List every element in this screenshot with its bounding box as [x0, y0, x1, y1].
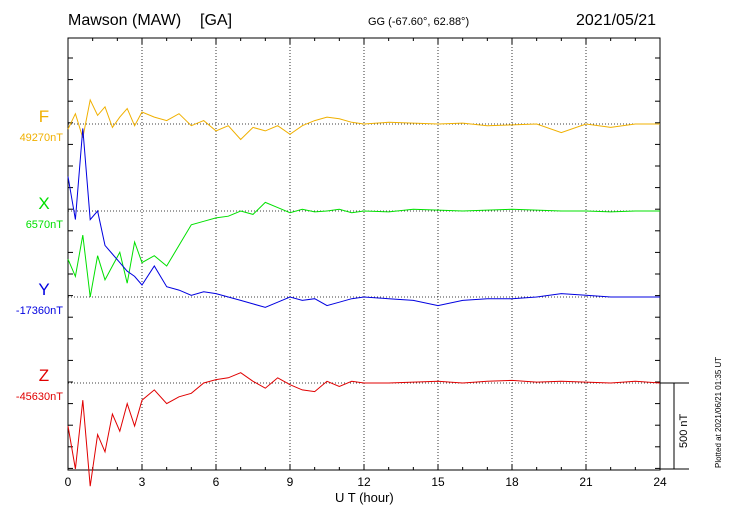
x-tick-label: 15	[431, 475, 445, 489]
x-tick-label: 0	[65, 475, 72, 489]
date-label: 2021/05/21	[576, 12, 657, 29]
x-axis-label: U T (hour)	[335, 490, 394, 505]
x-tick-label: 18	[505, 475, 519, 489]
series-label-z: Z	[39, 366, 49, 385]
x-tick-label: 3	[139, 475, 146, 489]
series-label-f: F	[39, 107, 49, 126]
x-tick-label: 9	[287, 475, 294, 489]
series-label-y: Y	[38, 280, 49, 299]
scale-bar-label: 500 nT	[678, 413, 690, 448]
network-tag: [GA]	[200, 12, 233, 29]
trace-z	[67, 372, 661, 487]
trace-y	[67, 128, 660, 308]
x-tick-label: 24	[653, 475, 667, 489]
x-tick-label: 21	[579, 475, 593, 489]
baseline-value-f: 49270nT	[20, 132, 64, 144]
trace-x	[67, 201, 660, 298]
coords-label: GG (-67.60°, 62.88°)	[368, 16, 470, 28]
plotted-note: Plotted at 2021/06/21 01:35 UT	[714, 356, 723, 468]
baseline-value-x: 6570nT	[26, 219, 64, 231]
baseline-value-z: -45630nT	[16, 391, 63, 403]
baseline-value-y: -17360nT	[16, 305, 63, 317]
x-tick-label: 12	[357, 475, 371, 489]
x-tick-label: 6	[213, 475, 220, 489]
series-label-x: X	[38, 194, 49, 213]
trace-f	[67, 98, 660, 141]
station-title: Mawson (MAW)	[68, 12, 182, 29]
